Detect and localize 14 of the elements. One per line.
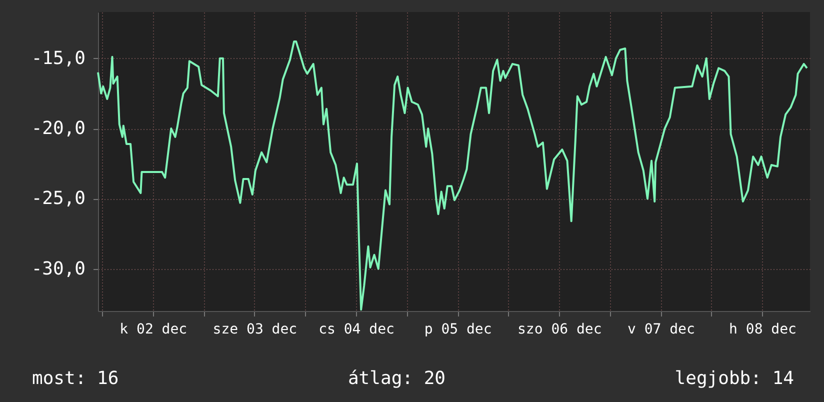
text: most: 16 — [32, 368, 119, 389]
y-tick-label: -20,0 — [31, 118, 86, 140]
x-tick-label: szo 06 dec — [517, 322, 602, 338]
x-tick-label: h 08 dec — [729, 322, 796, 338]
x-tick-label: cs 04 dec — [318, 322, 394, 338]
x-tick-label: sze 03 dec — [212, 322, 298, 338]
text: átlag: 20 — [348, 368, 446, 389]
x-tick-label: v 07 dec — [627, 322, 695, 338]
y-tick-label: -30,0 — [31, 258, 86, 280]
text: legjobb: 14 — [674, 368, 794, 389]
y-tick-label: -25,0 — [31, 188, 86, 210]
y-tick-label: -15,0 — [31, 48, 86, 69]
x-tick-label: p 05 dec — [424, 322, 492, 338]
x-tick-label: k 02 dec — [120, 322, 188, 338]
